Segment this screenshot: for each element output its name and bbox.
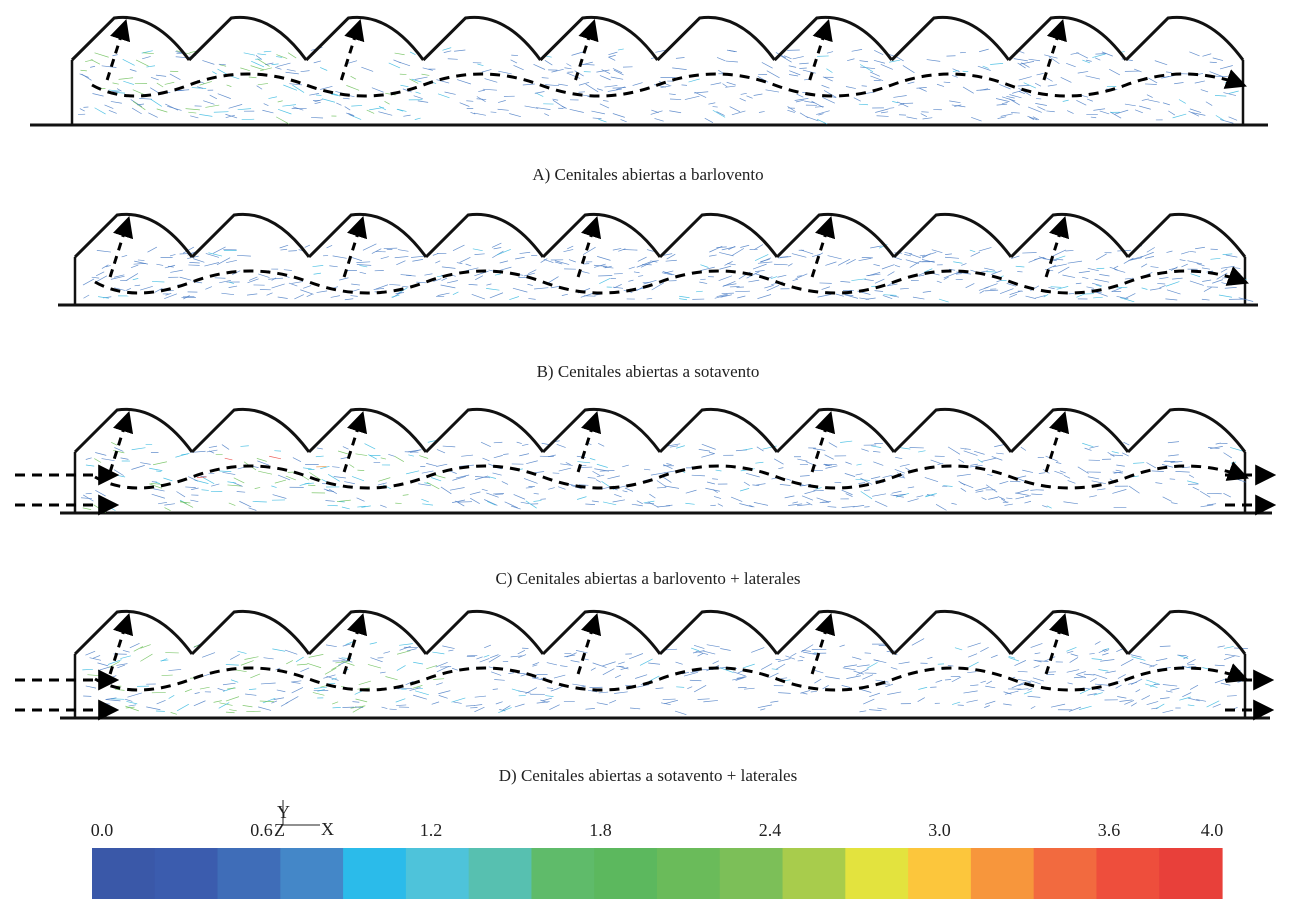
colorbar-swatch — [217, 848, 281, 899]
roof-span — [539, 15, 659, 62]
colorbar-swatch — [531, 848, 595, 899]
roof-span — [1124, 15, 1245, 62]
roof-span — [422, 15, 542, 62]
colorbar-swatch — [719, 848, 784, 899]
roof-span — [892, 609, 1013, 656]
roof-span — [775, 609, 896, 656]
roof-span — [1009, 212, 1130, 259]
roof-span — [307, 407, 428, 454]
airflow-streamlines — [94, 215, 1249, 295]
roof-span — [424, 609, 545, 656]
roof-span — [190, 407, 311, 454]
roof-span — [890, 15, 1011, 62]
roof-span — [190, 609, 311, 656]
colorbar-swatch — [280, 848, 344, 899]
greenhouse-panel — [30, 15, 1268, 127]
roof-span — [775, 212, 896, 259]
roof-span — [305, 15, 425, 62]
caption-panel-d: D) Cenitales abiertas a sotavento + late… — [499, 766, 797, 785]
roof-span — [892, 407, 1013, 454]
roof-span — [424, 212, 545, 259]
colorbar-tick-label: 4.0 — [1201, 820, 1224, 840]
colorbar-tick-label: 0.6 — [250, 820, 273, 840]
colorbar-swatch — [1096, 848, 1160, 899]
colorbar-swatch — [657, 848, 721, 899]
colorbar-tick-label: 2.4 — [759, 820, 782, 840]
colorbar-swatch — [1159, 848, 1223, 899]
greenhouse-panels — [15, 15, 1277, 721]
colorbar-swatch — [908, 848, 972, 899]
velocity-field — [82, 242, 1254, 303]
colorbar-tick-label: 3.6 — [1098, 820, 1121, 840]
roof-span — [1126, 609, 1247, 656]
colorbar-swatch — [970, 848, 1035, 899]
roof-span — [307, 609, 428, 656]
roof-span — [658, 609, 779, 656]
roof-span — [188, 15, 308, 62]
colorbar-swatch — [1033, 848, 1098, 899]
roof-span — [73, 212, 194, 259]
caption-panel-a: A) Cenitales abiertas a barlovento — [532, 165, 763, 184]
roof-span — [190, 212, 311, 259]
roof-span — [892, 212, 1013, 259]
colorbar-swatch — [405, 848, 470, 899]
roof-span — [73, 609, 194, 656]
roof-span — [70, 15, 191, 62]
axis-y-label: Y — [277, 802, 290, 822]
colorbar-tick-label: 1.2 — [420, 820, 443, 840]
roof-span — [658, 212, 779, 259]
roof-span — [773, 15, 893, 62]
roof-span — [1126, 212, 1247, 259]
roof-span — [73, 407, 194, 454]
colorbar-swatch — [92, 848, 156, 899]
axis-x-label: X — [321, 819, 334, 839]
roof-span — [775, 407, 896, 454]
airflow-streamlines — [15, 410, 1277, 516]
axis-triad: Y Z X — [274, 800, 334, 840]
greenhouse-panel — [15, 609, 1275, 721]
colorbar-swatch — [782, 848, 846, 899]
colorbar-swatch — [343, 848, 407, 899]
colorbar-swatch — [594, 848, 658, 899]
roof-span — [1009, 609, 1130, 656]
roof-span — [307, 212, 428, 259]
colorbar-tick-label: 3.0 — [928, 820, 951, 840]
colorbar-swatch — [845, 848, 909, 899]
colorbar-tick-label: 1.8 — [589, 820, 612, 840]
caption-panel-b: B) Cenitales abiertas a sotavento — [537, 362, 760, 381]
airflow-streamlines — [91, 18, 1247, 98]
colorbar-swatch — [468, 848, 533, 899]
roof-span — [424, 407, 545, 454]
roof-span — [541, 407, 662, 454]
colorbar-tick-label: 0.0 — [91, 820, 114, 840]
airflow-streamlines — [15, 612, 1275, 721]
roof-span — [1126, 407, 1247, 454]
roof-span — [656, 15, 776, 62]
greenhouse-panel — [15, 407, 1277, 516]
caption-panel-c: C) Cenitales abiertas a barlovento + lat… — [495, 569, 800, 588]
colorbar-swatch — [154, 848, 219, 899]
roof-span — [658, 407, 779, 454]
greenhouse-panel — [58, 212, 1258, 307]
colorbar: 0.0 0.6 1.2 1.8 2.4 3.0 3.6 4.0 — [91, 820, 1224, 899]
roof-span — [1007, 15, 1128, 62]
roof-span — [541, 609, 662, 656]
roof-span — [541, 212, 662, 259]
roof-span — [1009, 407, 1130, 454]
axis-z-label: Z — [274, 820, 285, 840]
